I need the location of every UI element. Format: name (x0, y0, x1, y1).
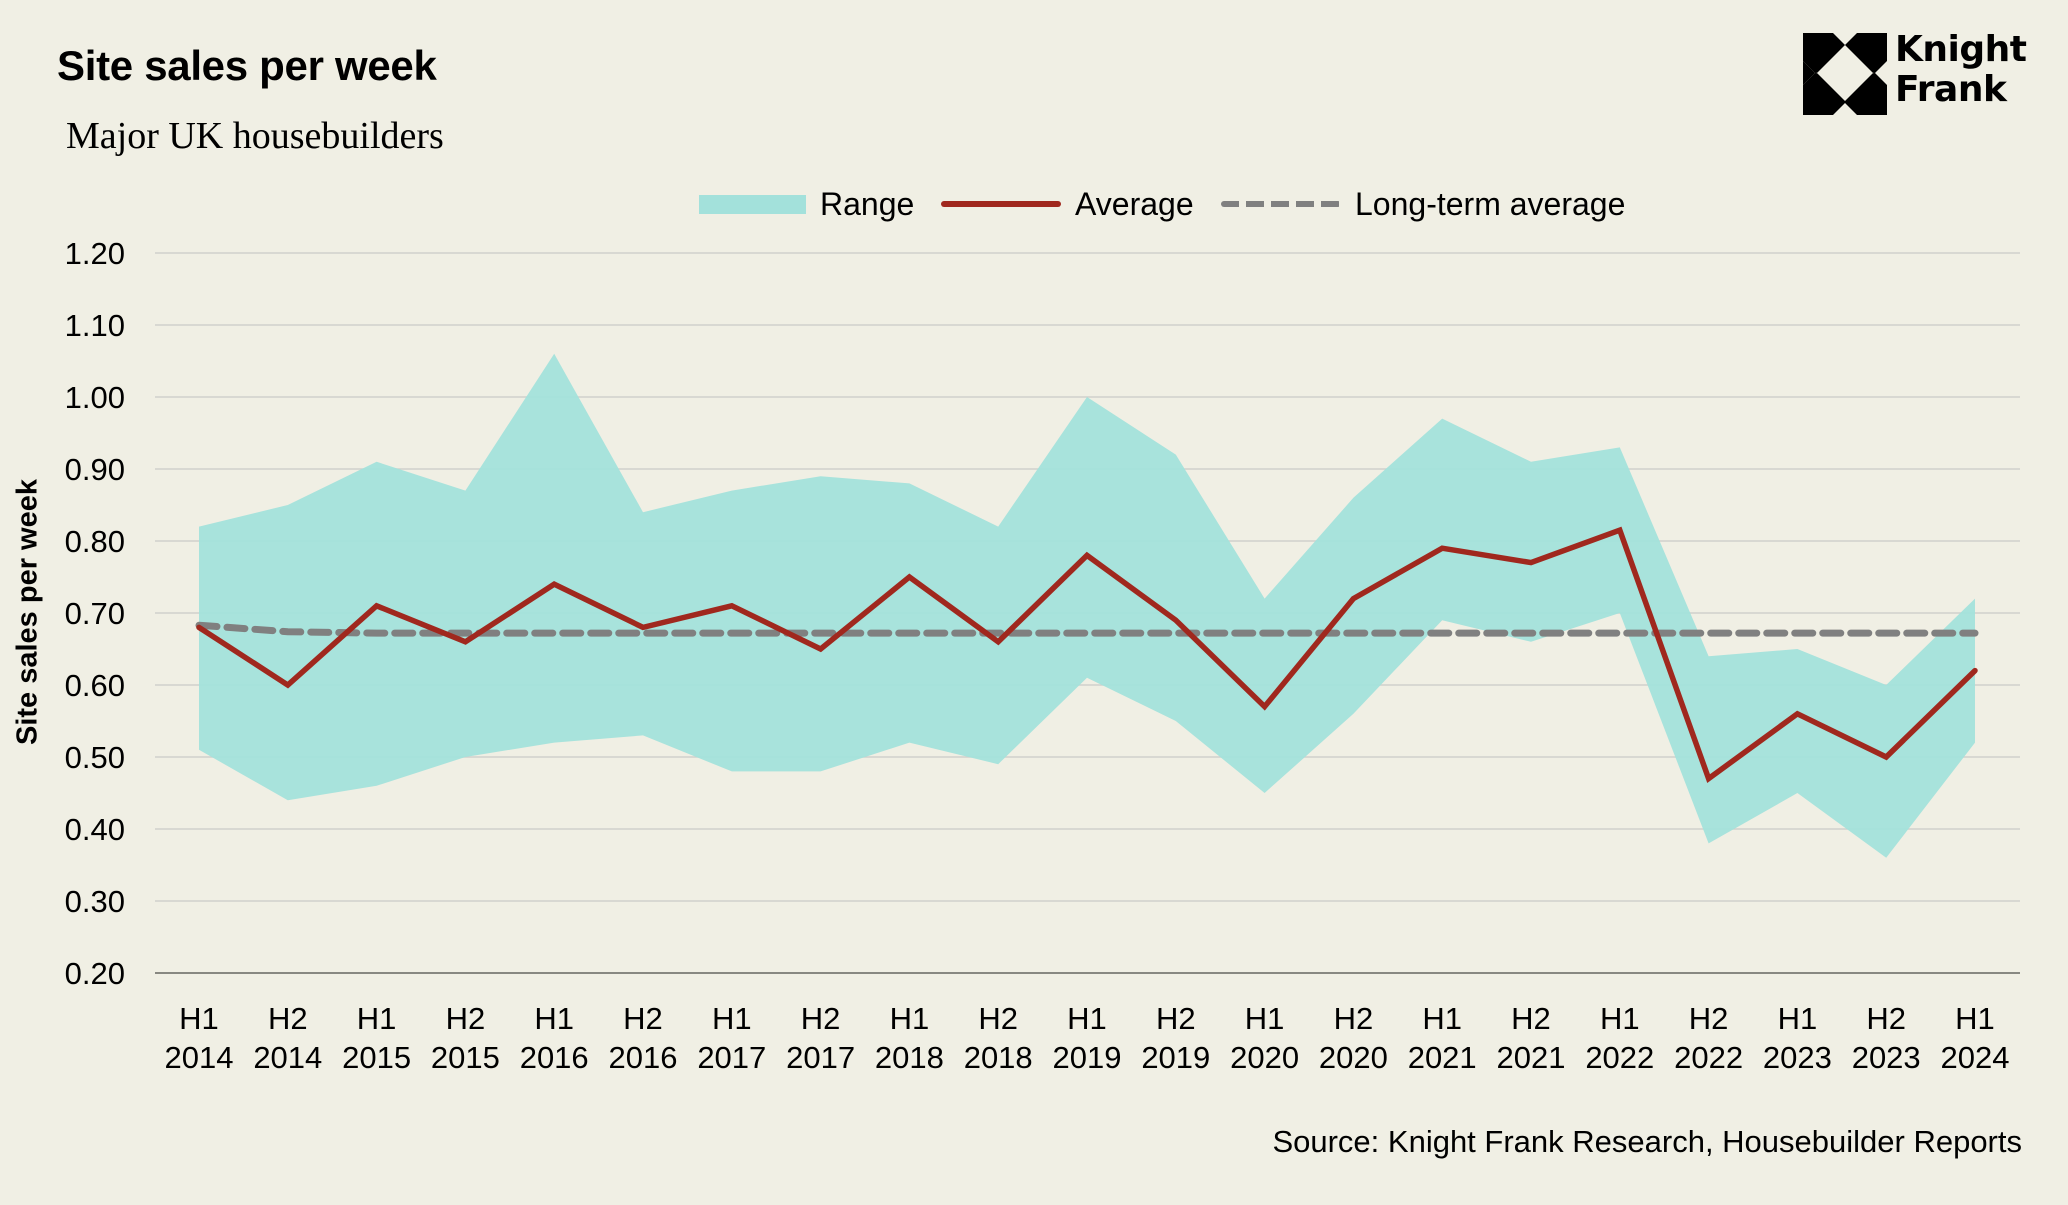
x-tick-label-half: H2 (623, 1001, 663, 1036)
x-tick-label-year: 2015 (431, 1040, 500, 1075)
legend-item-average[interactable]: Average (941, 182, 1194, 226)
x-tick-label-year: 2023 (1852, 1040, 1921, 1075)
x-tick-label-year: 2016 (609, 1040, 678, 1075)
x-tick-label-half: H2 (446, 1001, 486, 1036)
legend-label-long-term-average: Long-term average (1355, 185, 1626, 222)
legend-swatch-range (699, 194, 806, 214)
x-tick-label-half: H1 (1778, 1001, 1818, 1036)
y-tick-label: 0.60 (65, 668, 125, 703)
y-tick-label: 0.30 (65, 884, 125, 919)
long-term-average-path (195, 621, 1979, 637)
x-tick-label-half: H1 (712, 1001, 752, 1036)
x-tick-label-year: 2023 (1763, 1040, 1832, 1075)
y-tick-label: 1.00 (65, 380, 125, 415)
legend-label-range: Range (820, 185, 915, 222)
x-tick-label-year: 2019 (1141, 1040, 1210, 1075)
legend-item-long-term-average[interactable]: Long-term average (1221, 182, 1625, 226)
y-tick-label: 0.40 (65, 812, 125, 847)
x-tick-label-half: H2 (268, 1001, 308, 1036)
average-line (196, 526, 1978, 783)
x-tick-label-half: H1 (1600, 1001, 1640, 1036)
legend-swatch-long-term-average (1221, 201, 1341, 207)
x-tick-label-year: 2017 (697, 1040, 766, 1075)
legend: Range Average Long-term average (0, 182, 2068, 226)
logo-wordmark: Knight Frank (1895, 29, 2027, 110)
x-tick-label-half: H1 (357, 1001, 397, 1036)
x-tick-label-half: H1 (1955, 1001, 1995, 1036)
x-tick-label-half: H1 (534, 1001, 574, 1036)
x-tick-label-half: H2 (978, 1001, 1018, 1036)
legend-label-average: Average (1075, 185, 1194, 222)
y-tick-label: 1.20 (65, 236, 125, 271)
x-tick-label-year: 2017 (786, 1040, 855, 1075)
x-tick-label-half: H1 (179, 1001, 219, 1036)
y-tick-label: 0.20 (65, 956, 125, 991)
x-tick-label-year: 2016 (520, 1040, 589, 1075)
logo-line-2: Frank (1895, 69, 2007, 110)
y-tick-label: 0.50 (65, 740, 125, 775)
range-band (199, 353, 1975, 858)
logo-line-1: Knight (1895, 29, 2027, 70)
knight-frank-logo-mark-icon (1803, 33, 1887, 115)
x-tick-label-year: 2015 (342, 1040, 411, 1075)
x-tick-label-year: 2020 (1230, 1040, 1299, 1075)
x-tick-label-half: H2 (1511, 1001, 1551, 1036)
x-tick-label-year: 2018 (875, 1040, 944, 1075)
y-axis-ticks: 0.20 0.30 0.40 0.50 0.60 0.70 0.80 0.90 1.00 1.10… (65, 236, 125, 991)
x-tick-label-half: H1 (1245, 1001, 1285, 1036)
x-tick-label-half: H2 (1689, 1001, 1729, 1036)
x-tick-label-year: 2021 (1408, 1040, 1477, 1075)
knight-frank-logo: Knight Frank (1803, 29, 2027, 115)
source-note: Source: Knight Frank Research, Housebuil… (1272, 1124, 2022, 1159)
average-path (196, 526, 1978, 783)
x-tick-label-half: H1 (1422, 1001, 1462, 1036)
x-tick-label-year: 2018 (964, 1040, 1033, 1075)
x-tick-label-half: H2 (801, 1001, 841, 1036)
legend-swatch-average (941, 201, 1061, 207)
x-axis-ticks: H1 2014 H2 2014 H1 2015 H2 2015 H1 2016 H2 2016 H1 20… (165, 1001, 2010, 1075)
y-tick-label: 0.80 (65, 524, 125, 559)
x-tick-label-year: 2020 (1319, 1040, 1388, 1075)
y-tick-label: 0.90 (65, 452, 125, 487)
x-tick-label-year: 2024 (1941, 1040, 2010, 1075)
chart-title: Site sales per week (57, 42, 437, 89)
x-tick-label-year: 2019 (1053, 1040, 1122, 1075)
chart-subtitle: Major UK housebuilders (66, 115, 444, 157)
x-tick-label-half: H2 (1334, 1001, 1374, 1036)
x-tick-label-year: 2022 (1674, 1040, 1743, 1075)
x-tick-label-half: H1 (890, 1001, 930, 1036)
long-term-average-line (195, 621, 1979, 637)
y-tick-label: 0.70 (65, 596, 125, 631)
y-tick-label: 1.10 (65, 308, 125, 343)
x-tick-label-half: H2 (1156, 1001, 1196, 1036)
x-tick-label-year: 2022 (1585, 1040, 1654, 1075)
x-tick-label-half: H2 (1866, 1001, 1906, 1036)
x-tick-label-year: 2014 (165, 1040, 234, 1075)
legend-item-range[interactable]: Range (699, 182, 914, 226)
range-area (199, 353, 1975, 858)
x-tick-label-year: 2014 (253, 1040, 322, 1075)
x-tick-label-year: 2021 (1497, 1040, 1566, 1075)
x-tick-label-half: H1 (1067, 1001, 1107, 1036)
